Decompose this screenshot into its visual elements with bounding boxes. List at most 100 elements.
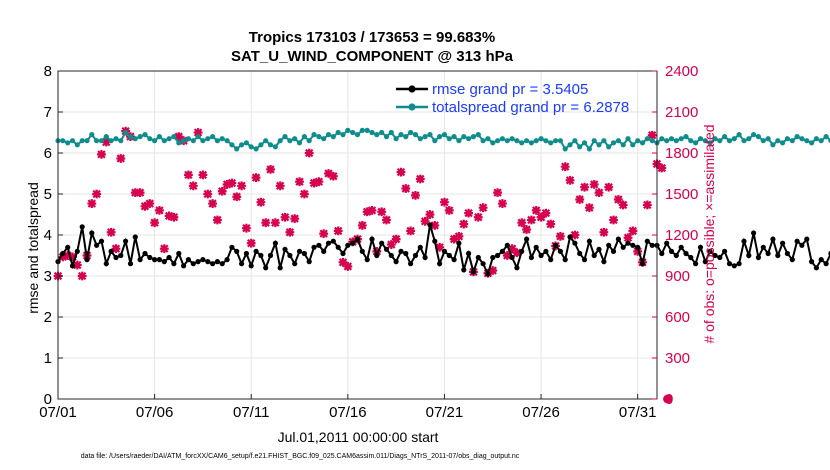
- totalspread-point: [127, 134, 134, 140]
- obs-assimilated-marker: [623, 233, 633, 243]
- totalspread-point: [408, 129, 414, 136]
- totalspread-point: [495, 138, 501, 144]
- rmse-point: [263, 265, 269, 271]
- totalspread-point: [210, 134, 216, 140]
- totalspread-point: [89, 132, 95, 138]
- totalspread-point: [466, 136, 472, 142]
- totalspread-point: [403, 134, 409, 140]
- x-tick-label: 07/26: [522, 404, 560, 421]
- obs-assimilated-marker: [628, 226, 638, 236]
- y-tick-label-left: 6: [44, 145, 52, 162]
- totalspread-point: [702, 138, 708, 144]
- rmse-point: [804, 236, 810, 242]
- totalspread-point: [243, 140, 249, 146]
- totalspread-point: [108, 138, 114, 144]
- rmse-point: [388, 252, 394, 259]
- rmse-point: [635, 244, 641, 250]
- totalspread-point: [784, 136, 791, 142]
- totalspread-point: [412, 132, 419, 138]
- totalspread-point: [152, 138, 158, 144]
- obs-assimilated-marker: [101, 137, 111, 147]
- obs-assimilated-marker: [536, 212, 546, 222]
- rmse-point: [601, 259, 607, 265]
- totalspread-point: [475, 132, 481, 138]
- obs-possible-marker: [663, 394, 673, 404]
- totalspread-point: [388, 129, 394, 136]
- y-axis-label-right: # of obs: o=possible; ×=assimilated: [701, 124, 717, 343]
- obs-assimilated-marker: [241, 223, 251, 233]
- rmse-point: [69, 263, 76, 269]
- rmse-point: [456, 240, 462, 246]
- totalspread-point: [239, 142, 245, 148]
- totalspread-point: [765, 136, 771, 142]
- totalspread-point: [707, 140, 713, 146]
- obs-assimilated-marker: [213, 215, 222, 225]
- rmse-point: [475, 254, 481, 261]
- rmse-point: [65, 244, 71, 250]
- obs-assimilated-marker: [613, 195, 623, 204]
- totalspread-point: [504, 138, 510, 144]
- obs-assimilated-marker: [459, 219, 469, 229]
- totalspread-point: [224, 138, 230, 144]
- rmse-point: [755, 254, 762, 261]
- rmse-point: [528, 254, 535, 261]
- totalspread-point: [780, 140, 786, 146]
- rmse-point: [495, 252, 501, 259]
- totalspread-point: [292, 136, 298, 142]
- obs-assimilated-marker: [87, 199, 97, 208]
- rmse-point: [726, 261, 733, 267]
- obs-assimilated-marker: [382, 215, 391, 225]
- totalspread-point: [717, 138, 723, 144]
- totalspread-point: [272, 144, 278, 150]
- obs-assimilated-marker: [150, 218, 160, 228]
- rmse-point: [770, 236, 776, 242]
- totalspread-point: [799, 136, 805, 142]
- obs-assimilated-marker: [140, 201, 150, 211]
- rmse-point: [581, 257, 588, 263]
- totalspread-point: [113, 136, 119, 142]
- totalspread-point: [369, 129, 375, 136]
- rmse-point: [693, 261, 699, 267]
- totalspread-point: [441, 132, 448, 138]
- totalspread-point: [84, 138, 90, 144]
- rmse-point: [688, 254, 694, 261]
- totalspread-point: [533, 138, 539, 144]
- rmse-point: [316, 242, 322, 248]
- totalspread-point: [543, 138, 549, 144]
- rmse-point: [668, 248, 675, 254]
- rmse-point: [485, 271, 491, 277]
- totalspread-point: [282, 134, 288, 140]
- rmse-point: [717, 254, 723, 261]
- totalspread-point: [345, 127, 351, 133]
- rmse-point: [722, 248, 728, 254]
- obs-assimilated-marker: [430, 221, 440, 230]
- totalspread-point: [635, 138, 641, 144]
- y-tick-label-left: 3: [44, 268, 52, 285]
- rmse-point: [345, 242, 351, 248]
- obs-assimilated-marker: [184, 170, 193, 180]
- y-axis-label-left: rmse and totalspread: [25, 182, 41, 314]
- rmse-point: [103, 261, 109, 267]
- rmse-point: [287, 252, 293, 259]
- obs-assimilated-marker: [246, 238, 256, 248]
- rmse-point: [374, 252, 380, 259]
- obs-assimilated-marker: [527, 215, 536, 225]
- obs-assimilated-marker: [560, 162, 570, 172]
- rmse-point: [132, 234, 138, 240]
- rmse-point: [437, 261, 443, 267]
- rmse-point: [751, 230, 757, 236]
- obs-assimilated-marker: [324, 169, 333, 178]
- rmse-point: [562, 257, 568, 263]
- totalspread-point: [364, 127, 370, 133]
- grid: [58, 71, 657, 399]
- obs-assimilated-marker: [304, 148, 314, 158]
- obs-assimilated-marker: [584, 203, 594, 213]
- rmse-point: [383, 246, 390, 252]
- obs-assimilated-marker: [633, 247, 643, 256]
- totalspread-point: [789, 138, 795, 144]
- obs-assimilated-marker: [401, 184, 411, 193]
- x-axis-label: Jul.01,2011 00:00:00 start: [278, 429, 439, 445]
- rmse-point: [325, 240, 332, 246]
- rmse-point: [519, 248, 525, 254]
- totalspread-point: [417, 136, 423, 142]
